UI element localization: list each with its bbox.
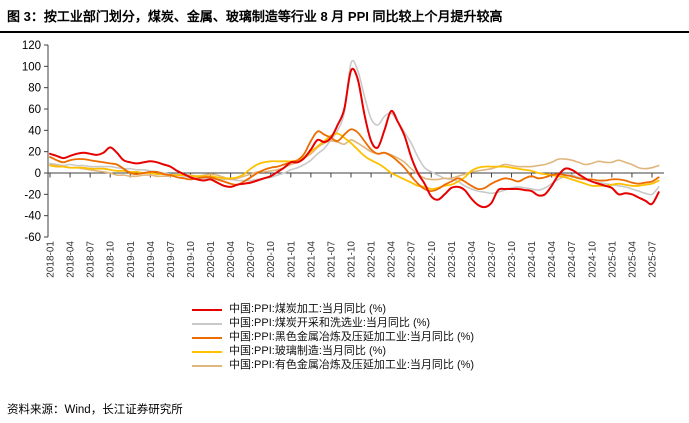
legend-label: 中国:PPI:煤炭开采和洗选业:当月同比 (%) [229,317,431,329]
y-axis-tick-label: 100 [22,61,41,73]
legend-label: 中国:PPI:黑色金属冶炼及压延加工业:当月同比 (%) [229,331,475,343]
x-axis-tick-label: 2020-10 [266,241,277,278]
legend-item: 中国:PPI:煤炭开采和洗选业:当月同比 (%) [192,317,474,330]
y-axis-tick-label: 60 [28,104,41,116]
x-axis-tick-label: 2025-01 [607,241,618,278]
x-axis-tick-label: 2018-04 [66,241,77,278]
x-axis-tick-label: 2020-07 [246,241,257,278]
x-axis-tick-label: 2021-07 [326,241,337,278]
x-axis-tick-label: 2022-07 [407,241,418,278]
x-axis-tick-label: 2023-01 [447,241,458,278]
source-note: 资料来源：Wind，长江证券研究所 [7,404,183,416]
x-axis-tick-label: 2019-04 [146,241,157,278]
x-axis-tick-label: 2024-01 [527,241,538,278]
x-axis-tick-label: 2022-04 [387,241,398,278]
x-axis-tick-label: 2022-10 [427,241,438,278]
legend-line-swatch [192,350,222,353]
x-axis-tick-label: 2019-07 [166,241,177,278]
figure-title: 图 3：按工业部门划分，煤炭、金属、玻璃制造等行业 8 月 PPI 同比较上个月… [7,9,503,24]
x-axis-tick-label: 2018-01 [46,241,57,278]
legend-label: 中国:PPI:煤炭加工:当月同比 (%) [229,303,387,315]
x-axis-tick-label: 2023-10 [507,241,518,278]
y-axis-tick-label: -40 [24,211,41,223]
x-axis-tick-label: 2025-04 [627,241,638,278]
x-axis-tick-label: 2025-07 [648,241,659,278]
legend-item: 中国:PPI:煤炭加工:当月同比 (%) [192,303,474,316]
x-axis-tick-label: 2022-01 [367,241,378,278]
legend-label: 中国:PPI:有色金属冶炼及压延加工业:当月同比 (%) [229,359,475,371]
x-axis-tick-label: 2024-04 [547,241,558,278]
x-axis-tick-label: 2024-07 [567,241,578,278]
x-axis-tick-label: 2018-07 [86,241,97,278]
legend-item: 中国:PPI:玻璃制造:当月同比 (%) [192,345,474,358]
legend-line-swatch [192,308,222,311]
series-line [49,67,660,209]
legend-line-swatch [192,336,222,339]
y-axis-tick-label: -60 [24,232,41,244]
y-axis-tick-label: 80 [28,83,41,95]
series-line [49,128,660,192]
y-axis-tick-label: -20 [24,189,41,201]
x-axis-tick-label: 2021-04 [306,241,317,278]
legend-line-swatch [192,322,222,325]
chart-legend: 中国:PPI:煤炭加工:当月同比 (%) 中国:PPI:煤炭开采和洗选业:当月同比… [192,303,474,372]
x-axis-tick-label: 2020-04 [226,241,237,278]
legend-item: 中国:PPI:有色金属冶炼及压延加工业:当月同比 (%) [192,359,474,372]
y-axis-tick-label: 120 [22,40,41,52]
legend-item: 中国:PPI:黑色金属冶炼及压延加工业:当月同比 (%) [192,331,474,344]
y-axis-tick-label: 20 [28,147,41,159]
legend-line-swatch [192,364,222,367]
x-axis-tick-label: 2019-10 [186,241,197,278]
x-axis-tick-label: 2024-10 [587,241,598,278]
y-axis-tick-label: 40 [28,125,41,137]
x-axis-tick-label: 2023-07 [487,241,498,278]
x-axis-tick-label: 2021-10 [347,241,358,278]
x-axis-tick-label: 2019-01 [126,241,137,278]
x-axis-tick-label: 2021-01 [286,241,297,278]
x-axis-tick-label: 2023-04 [467,241,478,278]
legend-label: 中国:PPI:玻璃制造:当月同比 (%) [229,345,387,357]
title-underline [0,31,689,33]
x-axis-tick-label: 2018-10 [106,241,117,278]
x-axis-tick-label: 2020-01 [206,241,217,278]
y-axis-tick-label: 0 [35,168,41,180]
series-line [49,139,660,181]
